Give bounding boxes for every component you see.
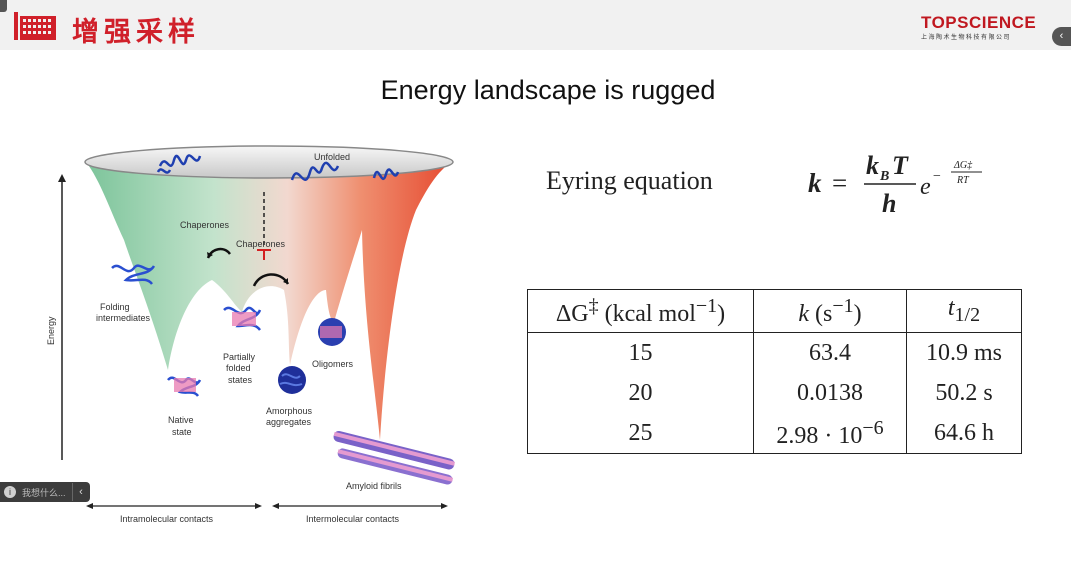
formula-T: T xyxy=(892,151,909,180)
label-oligomers: Oligomers xyxy=(312,359,354,369)
brand-subtitle: 上海陶术生物科技有限公司 xyxy=(921,35,1012,41)
formula-lhs: k xyxy=(808,168,822,198)
header-dg-rest: (kcal mol xyxy=(598,300,696,327)
table-header-row: ΔG‡ (kcal mol−1) k (s−1) t1/2 xyxy=(527,289,1022,333)
eyring-formula: k = k B T h e − ΔG‡ RT xyxy=(808,151,982,218)
energy-landscape-figure: Unfolded Chaperones Chaperones Folding i… xyxy=(46,145,456,523)
label-partially-1: Partially xyxy=(223,352,256,362)
label-amorphous-2: aggregates xyxy=(266,417,312,427)
cell-k: 0.0138 xyxy=(753,373,907,413)
label-chaperones-1: Chaperones xyxy=(180,220,230,230)
cell-k: 63.4 xyxy=(753,332,907,373)
label-amyloid: Amyloid fibrils xyxy=(346,481,402,491)
cell-dg: 20 xyxy=(527,373,754,413)
section-title: 增强采样 xyxy=(72,17,200,48)
logo-icon xyxy=(14,12,56,40)
formula-eq: = xyxy=(832,168,847,198)
collapse-chevron-icon[interactable]: ‹ xyxy=(72,483,89,501)
info-icon[interactable]: i xyxy=(4,486,16,498)
label-intramolecular: Intramolecular contacts xyxy=(120,514,214,523)
table-row: 25 2.98 · 10−6 64.6 h xyxy=(527,413,1022,454)
formula-exp-den: RT xyxy=(956,175,970,186)
formula-h: h xyxy=(882,189,896,218)
table-row: 15 63.4 10.9 ms xyxy=(527,332,1022,373)
label-native-1: Native xyxy=(168,415,194,425)
cell-k: 2.98 · 10−6 xyxy=(753,413,907,454)
label-chaperones-2: Chaperones xyxy=(236,239,286,249)
label-folding-1: Folding xyxy=(100,302,130,312)
label-intermolecular: Intermolecular contacts xyxy=(306,514,400,523)
header-k-tail: ) xyxy=(853,300,862,327)
label-amorphous-1: Amorphous xyxy=(266,406,313,416)
header-k: k (s−1) xyxy=(753,289,907,333)
corner-tab[interactable] xyxy=(0,0,7,12)
cell-t: 64.6 h xyxy=(906,413,1022,454)
formula-exp-minus: − xyxy=(933,169,941,184)
cell-t: 10.9 ms xyxy=(906,332,1022,373)
formula-kb: k xyxy=(866,151,879,180)
header-dg-main: ΔG xyxy=(555,300,589,327)
cell-dg: 25 xyxy=(527,413,754,454)
formula-kb-sub: B xyxy=(879,169,889,184)
header-t-sub: 1/2 xyxy=(954,303,981,326)
rates-table: ΔG‡ (kcal mol−1) k (s−1) t1/2 15 63.4 10… xyxy=(527,289,1022,454)
label-unfolded: Unfolded xyxy=(314,152,350,162)
header-t: t1/2 xyxy=(906,289,1022,333)
header-k-main: k xyxy=(798,300,810,327)
table-row: 20 0.0138 50.2 s xyxy=(527,373,1022,413)
label-partially-2: folded xyxy=(226,363,251,373)
chevron-left-icon[interactable]: ‹ xyxy=(1052,27,1071,46)
header-t-main: t xyxy=(947,295,955,322)
header-dg-tail: ) xyxy=(717,300,726,327)
formula-exp-num: ΔG‡ xyxy=(953,160,973,171)
label-partially-3: states xyxy=(228,375,253,385)
assistant-prompt-text[interactable]: 我想什么... xyxy=(22,488,66,498)
brand-name: TOPSCIENCE xyxy=(921,13,1037,32)
header-k-rest: (s xyxy=(809,300,833,327)
cell-k-value: 0.0138 xyxy=(797,379,863,406)
floating-assistant-pill[interactable]: i 我想什么... ‹ xyxy=(0,482,90,502)
cell-dg: 15 xyxy=(527,332,754,373)
top-bar: 增强采样 TOPSCIENCE 上海陶术生物科技有限公司 ‹ xyxy=(0,0,1071,50)
formula-e: e xyxy=(920,174,931,200)
header-dg-sup: ‡ xyxy=(588,294,599,317)
axis-label-energy: Energy xyxy=(46,316,56,345)
slide-title: Energy landscape is rugged xyxy=(380,75,716,105)
label-native-2: state xyxy=(172,427,192,437)
label-folding-2: intermediates xyxy=(96,313,151,323)
header-dg: ΔG‡ (kcal mol−1) xyxy=(527,289,754,333)
cell-k-exponent: −6 xyxy=(862,416,884,439)
header-k-rest-sup: −1 xyxy=(832,294,854,317)
cell-k-value: 63.4 xyxy=(809,339,851,366)
eyring-label: Eyring equation xyxy=(546,166,713,195)
header-dg-rest-sup: −1 xyxy=(695,294,718,317)
cell-t: 50.2 s xyxy=(906,373,1022,413)
cell-k-value: 2.98 · 10 xyxy=(776,422,863,449)
